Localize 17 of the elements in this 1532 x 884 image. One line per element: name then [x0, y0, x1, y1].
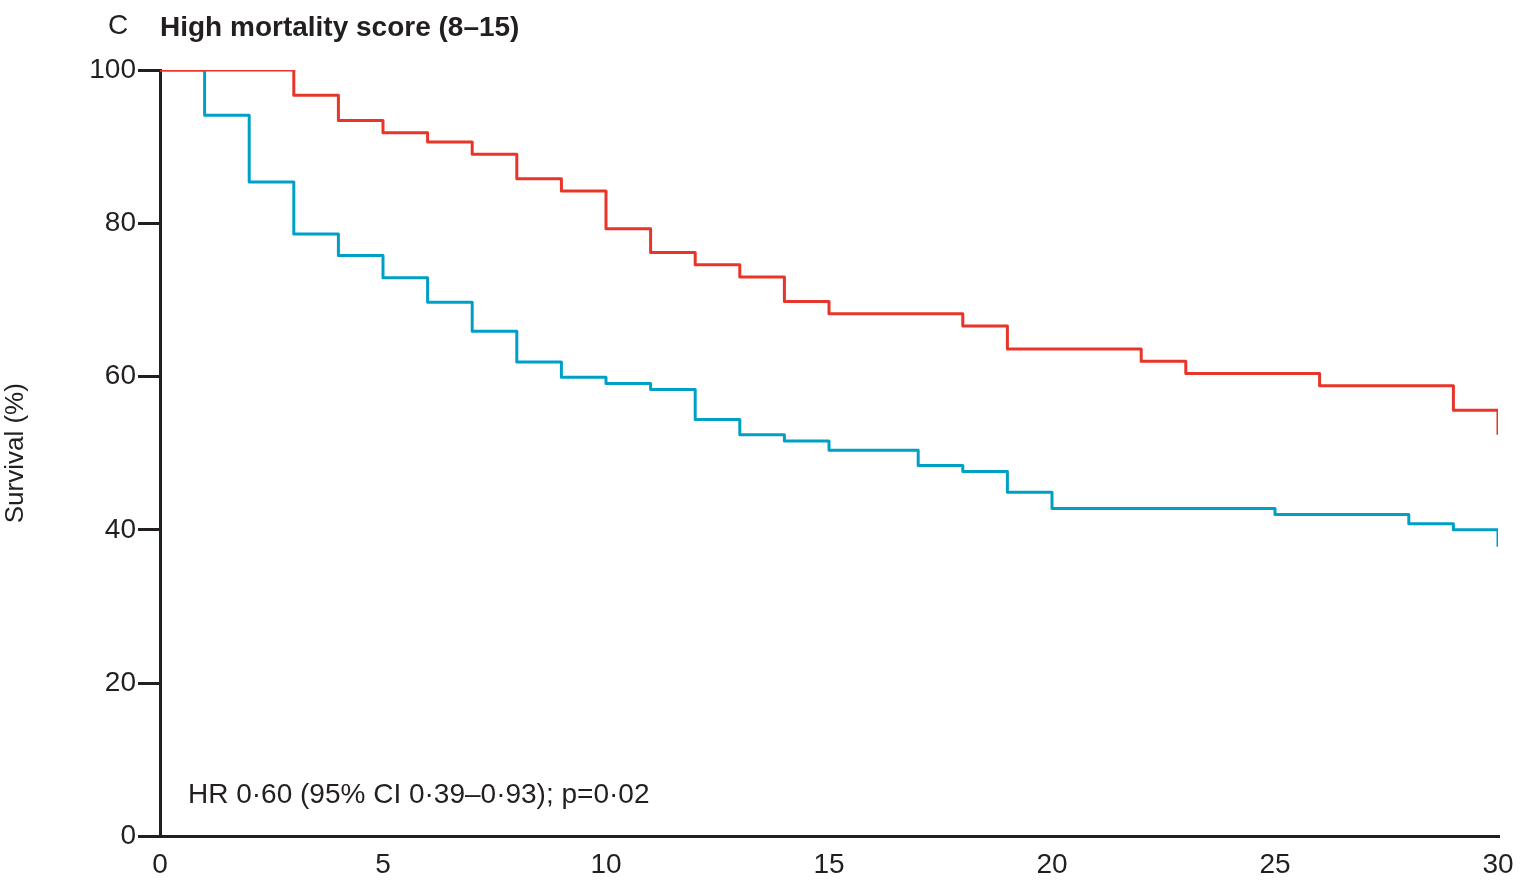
y-tick-label: 60: [104, 359, 136, 391]
chart-title: High mortality score (8–15): [160, 10, 520, 42]
y-tick-label: 80: [104, 206, 136, 237]
y-tick-label: 0: [120, 819, 136, 851]
y-axis-title: Survival (%): [0, 383, 29, 524]
x-tick-label: 25: [1259, 847, 1291, 879]
x-tick-label: 5: [375, 847, 391, 879]
x-tick-label: 0: [152, 847, 168, 879]
x-tick-label: 20: [1036, 847, 1068, 879]
x-tick-label: 10: [590, 847, 622, 879]
text: C: [108, 8, 129, 40]
y-tick-label: 40: [104, 512, 136, 544]
x-tick-label: 15: [813, 847, 845, 879]
y-tick-label: 20: [104, 665, 136, 697]
annotation: HR 0·60 (95% CI 0·39–0·93); p=0·02: [188, 777, 650, 809]
y-tick-label: 100: [89, 52, 136, 84]
x-tick-label: 30: [1482, 847, 1514, 879]
